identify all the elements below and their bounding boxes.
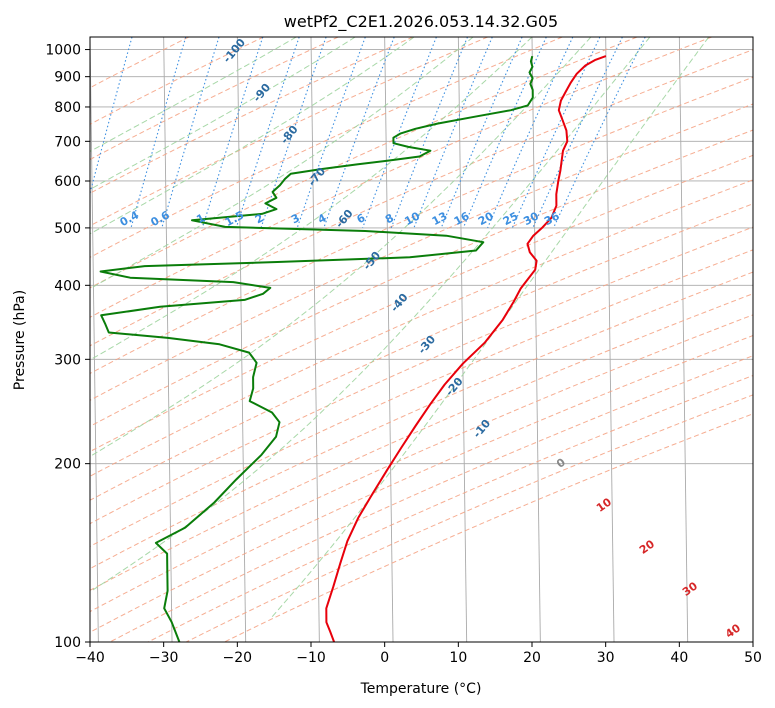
mixing-ratio-line: [553, 37, 646, 229]
dewpoint-profile-line: [99, 55, 534, 642]
moist-adiabat-line: [90, 37, 415, 235]
x-tick-label: 0: [380, 650, 389, 666]
y-tick-label: 300: [54, 352, 81, 368]
mixing-ratio-line: [34, 37, 82, 228]
mixing-ratio-line: [511, 37, 601, 229]
isotherm-line: [90, 37, 99, 642]
y-tick-label: 200: [54, 457, 81, 473]
dry-adiabat-line: [90, 37, 638, 289]
isotherm-line: [236, 37, 247, 642]
x-tick-label: 40: [670, 650, 688, 666]
moist-adiabat-line: [90, 37, 297, 153]
y-tick-label: 600: [54, 174, 81, 190]
dry-adiabat-line: [90, 49, 753, 347]
dry-adiabat-line: [147, 374, 753, 642]
mixing-ratio-line: [201, 37, 264, 229]
mixing-ratio-label: 16: [452, 209, 472, 228]
mixing-ratio-line: [532, 37, 623, 229]
y-tick-label: 900: [54, 70, 81, 86]
y-axis-label: Pressure (hPa): [12, 290, 28, 390]
mixing-ratio-label: 10: [402, 209, 422, 228]
moist-adiabat-line: [90, 37, 592, 458]
temperature-profile-line: [325, 55, 607, 642]
x-tick-label: 30: [597, 650, 615, 666]
mixing-ratio-line: [323, 37, 395, 229]
dry-adiabat-line: [90, 314, 753, 613]
mixing-ratio-line: [390, 37, 469, 229]
dry-adiabat-line: [90, 37, 712, 318]
y-tick-label: 100: [54, 635, 81, 651]
axis-layer: −40 −30 −20 −10 0 10 20 30 40 50 100 200 300 400 500 60…: [45, 43, 762, 666]
dry-adiabat-line: [90, 271, 753, 570]
dry-adiabat-line: [90, 37, 563, 258]
data-layer: [99, 55, 607, 642]
dry-adiabat-line: [90, 103, 753, 401]
mixing-ratio-label: 36: [542, 209, 562, 228]
dry-adiabat-line: [90, 179, 753, 477]
plot-frame: [89, 36, 754, 643]
mixing-ratio-label: 20: [476, 209, 496, 228]
y-tick-label: 400: [54, 278, 81, 294]
dry-adiabat-line: [90, 249, 753, 547]
x-axis-label: Temperature (°C): [360, 681, 482, 697]
isotherm-line: [457, 37, 468, 642]
y-tick-label: 700: [54, 134, 81, 150]
x-tick-label: −20: [223, 650, 253, 666]
grid-layer: [34, 37, 753, 642]
mixing-ratio-label: 25: [501, 209, 521, 228]
x-tick-label: −30: [149, 650, 179, 666]
x-tick-label: −40: [75, 650, 105, 666]
dry-adiabat-line: [90, 226, 753, 525]
dry-adiabat-line: [90, 76, 753, 375]
isotherm-line: [678, 37, 689, 642]
dry-adiabat-line: [90, 334, 753, 633]
isotherm-line: [752, 37, 753, 70]
mixing-ratio-line: [362, 37, 437, 229]
mixing-ratio-line: [413, 37, 493, 229]
dry-adiabat-line: [109, 355, 753, 642]
dry-adiabat-line: [90, 129, 753, 427]
moist-adiabat-line: [90, 37, 474, 290]
mixing-ratio-line: [487, 37, 574, 229]
isotherm-line: [163, 37, 173, 642]
mixing-ratio-line: [440, 37, 523, 229]
mixing-ratio-line: [462, 37, 547, 229]
mixing-ratio-line: [296, 37, 366, 229]
y-tick-label: 1000: [45, 43, 81, 59]
isotherm-line: [605, 37, 615, 642]
mixing-ratio-label: 13: [430, 209, 450, 228]
mixing-ratio-label: 0.1: [21, 209, 44, 230]
y-tick-label: 500: [54, 221, 81, 237]
x-tick-label: 20: [523, 650, 541, 666]
chart-title: wetPf2_C2E1.2026.053.14.32.G05: [284, 12, 558, 32]
isotherm-line: [384, 37, 394, 642]
moist-adiabat-line: [90, 37, 356, 190]
mixing-ratio-line: [235, 37, 300, 229]
x-tick-label: −10: [296, 650, 326, 666]
mixing-ratio-label: 30: [521, 209, 541, 228]
y-tick-label: 800: [54, 100, 81, 116]
x-tick-label: 50: [744, 650, 762, 666]
x-tick-label: 10: [449, 650, 467, 666]
moist-adiabat-line: [271, 37, 710, 618]
